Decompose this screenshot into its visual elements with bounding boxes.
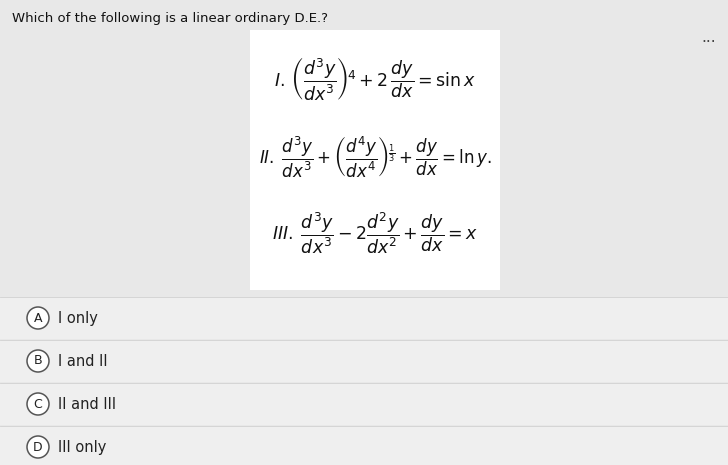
Text: C: C — [33, 398, 42, 411]
Text: $II.\;\dfrac{d^3y}{dx^3} + \left(\dfrac{d^4y}{dx^4}\right)^{\!\frac{1}{3}} + \df: $II.\;\dfrac{d^3y}{dx^3} + \left(\dfrac{… — [258, 135, 491, 180]
Text: I only: I only — [58, 311, 98, 325]
Text: II and III: II and III — [58, 397, 116, 412]
FancyBboxPatch shape — [0, 340, 728, 382]
Text: Which of the following is a linear ordinary D.E.?: Which of the following is a linear ordin… — [12, 12, 328, 25]
Text: B: B — [33, 354, 42, 367]
FancyBboxPatch shape — [500, 30, 700, 290]
Circle shape — [27, 350, 49, 372]
FancyBboxPatch shape — [27, 30, 700, 290]
Text: A: A — [33, 312, 42, 325]
Circle shape — [27, 307, 49, 329]
Text: III only: III only — [58, 439, 106, 454]
Circle shape — [27, 436, 49, 458]
FancyBboxPatch shape — [0, 426, 728, 465]
Text: $I.\,\left(\dfrac{d^3y}{dx^3}\right)^{\!4} + 2\,\dfrac{dy}{dx} = \sin x$: $I.\,\left(\dfrac{d^3y}{dx^3}\right)^{\!… — [274, 55, 476, 102]
Text: D: D — [33, 440, 43, 453]
FancyBboxPatch shape — [0, 297, 728, 339]
FancyBboxPatch shape — [0, 383, 728, 425]
Text: I and II: I and II — [58, 353, 108, 368]
Text: $III.\;\dfrac{d^3y}{dx^3} - 2\dfrac{d^2y}{dx^2} + \dfrac{dy}{dx} = x$: $III.\;\dfrac{d^3y}{dx^3} - 2\dfrac{d^2y… — [272, 210, 478, 256]
FancyBboxPatch shape — [27, 30, 250, 290]
Text: ...: ... — [701, 30, 716, 45]
Circle shape — [27, 393, 49, 415]
